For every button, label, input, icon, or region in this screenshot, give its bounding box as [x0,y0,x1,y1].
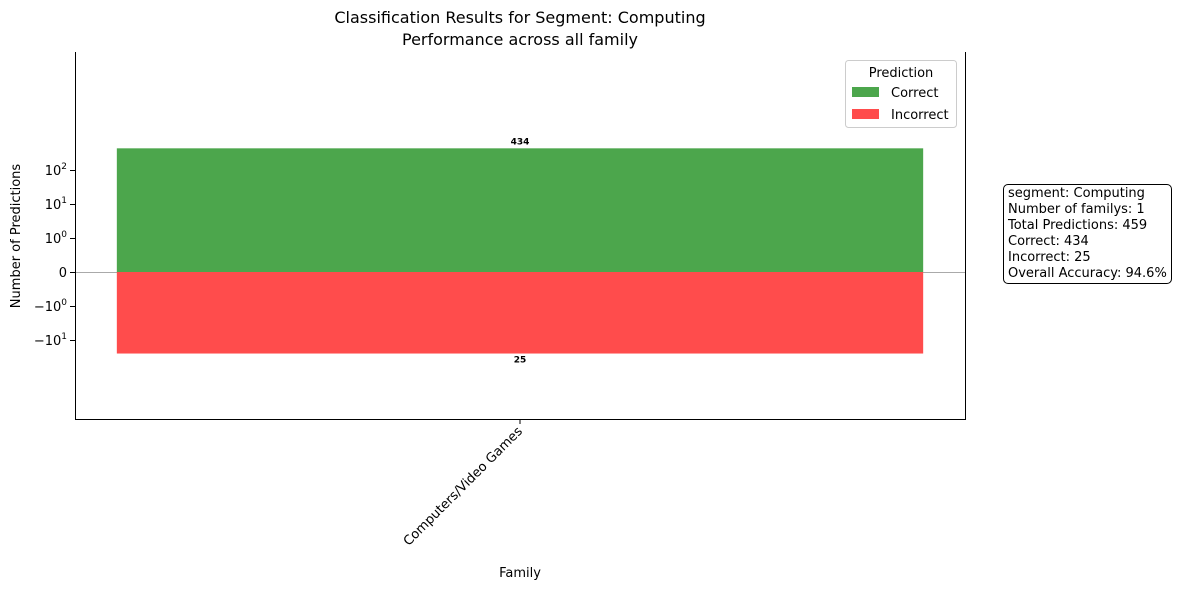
y-tick-label: 102 [45,162,67,179]
y-axis-label: Number of Predictions [9,164,24,309]
x-tick-label: Computers/Video Games [401,424,526,549]
stats-line: Total Predictions: 459 [1008,218,1148,233]
bar-correct [116,148,924,272]
x-ticks: Computers/Video Games [401,419,526,549]
y-tick-label: 0 [59,266,67,281]
data-label-correct: 434 [511,137,530,147]
stats-line: Incorrect: 25 [1008,250,1091,265]
plot-area: 434 25 [75,137,965,366]
chart-title: Classification Results for Segment: Comp… [334,8,705,27]
y-tick-label: 100 [45,230,68,247]
y-tick-label: 101 [45,196,67,213]
y-tick-label: −100 [34,298,67,315]
bar-incorrect [116,272,924,354]
legend-title: Prediction [869,66,934,81]
x-axis-label: Family [499,566,541,581]
legend-label-incorrect: Incorrect [891,108,949,123]
stats-line: Number of familys: 1 [1008,202,1145,217]
y-tick-label: −101 [34,332,67,349]
y-ticks: 102 101 100 0 −100 −101 [34,162,75,349]
legend-swatch-incorrect [852,109,879,119]
stats-line: Correct: 434 [1008,234,1089,249]
legend-label-correct: Correct [891,86,938,101]
legend: Prediction Correct Incorrect [845,60,957,128]
stats-line: Overall Accuracy: 94.6% [1008,266,1167,281]
stats-box: segment: Computing Number of familys: 1 … [1003,184,1172,284]
stats-line: segment: Computing [1008,186,1145,201]
legend-swatch-correct [852,87,879,97]
chart-subtitle: Performance across all family [402,30,638,49]
data-label-incorrect: 25 [514,356,527,366]
